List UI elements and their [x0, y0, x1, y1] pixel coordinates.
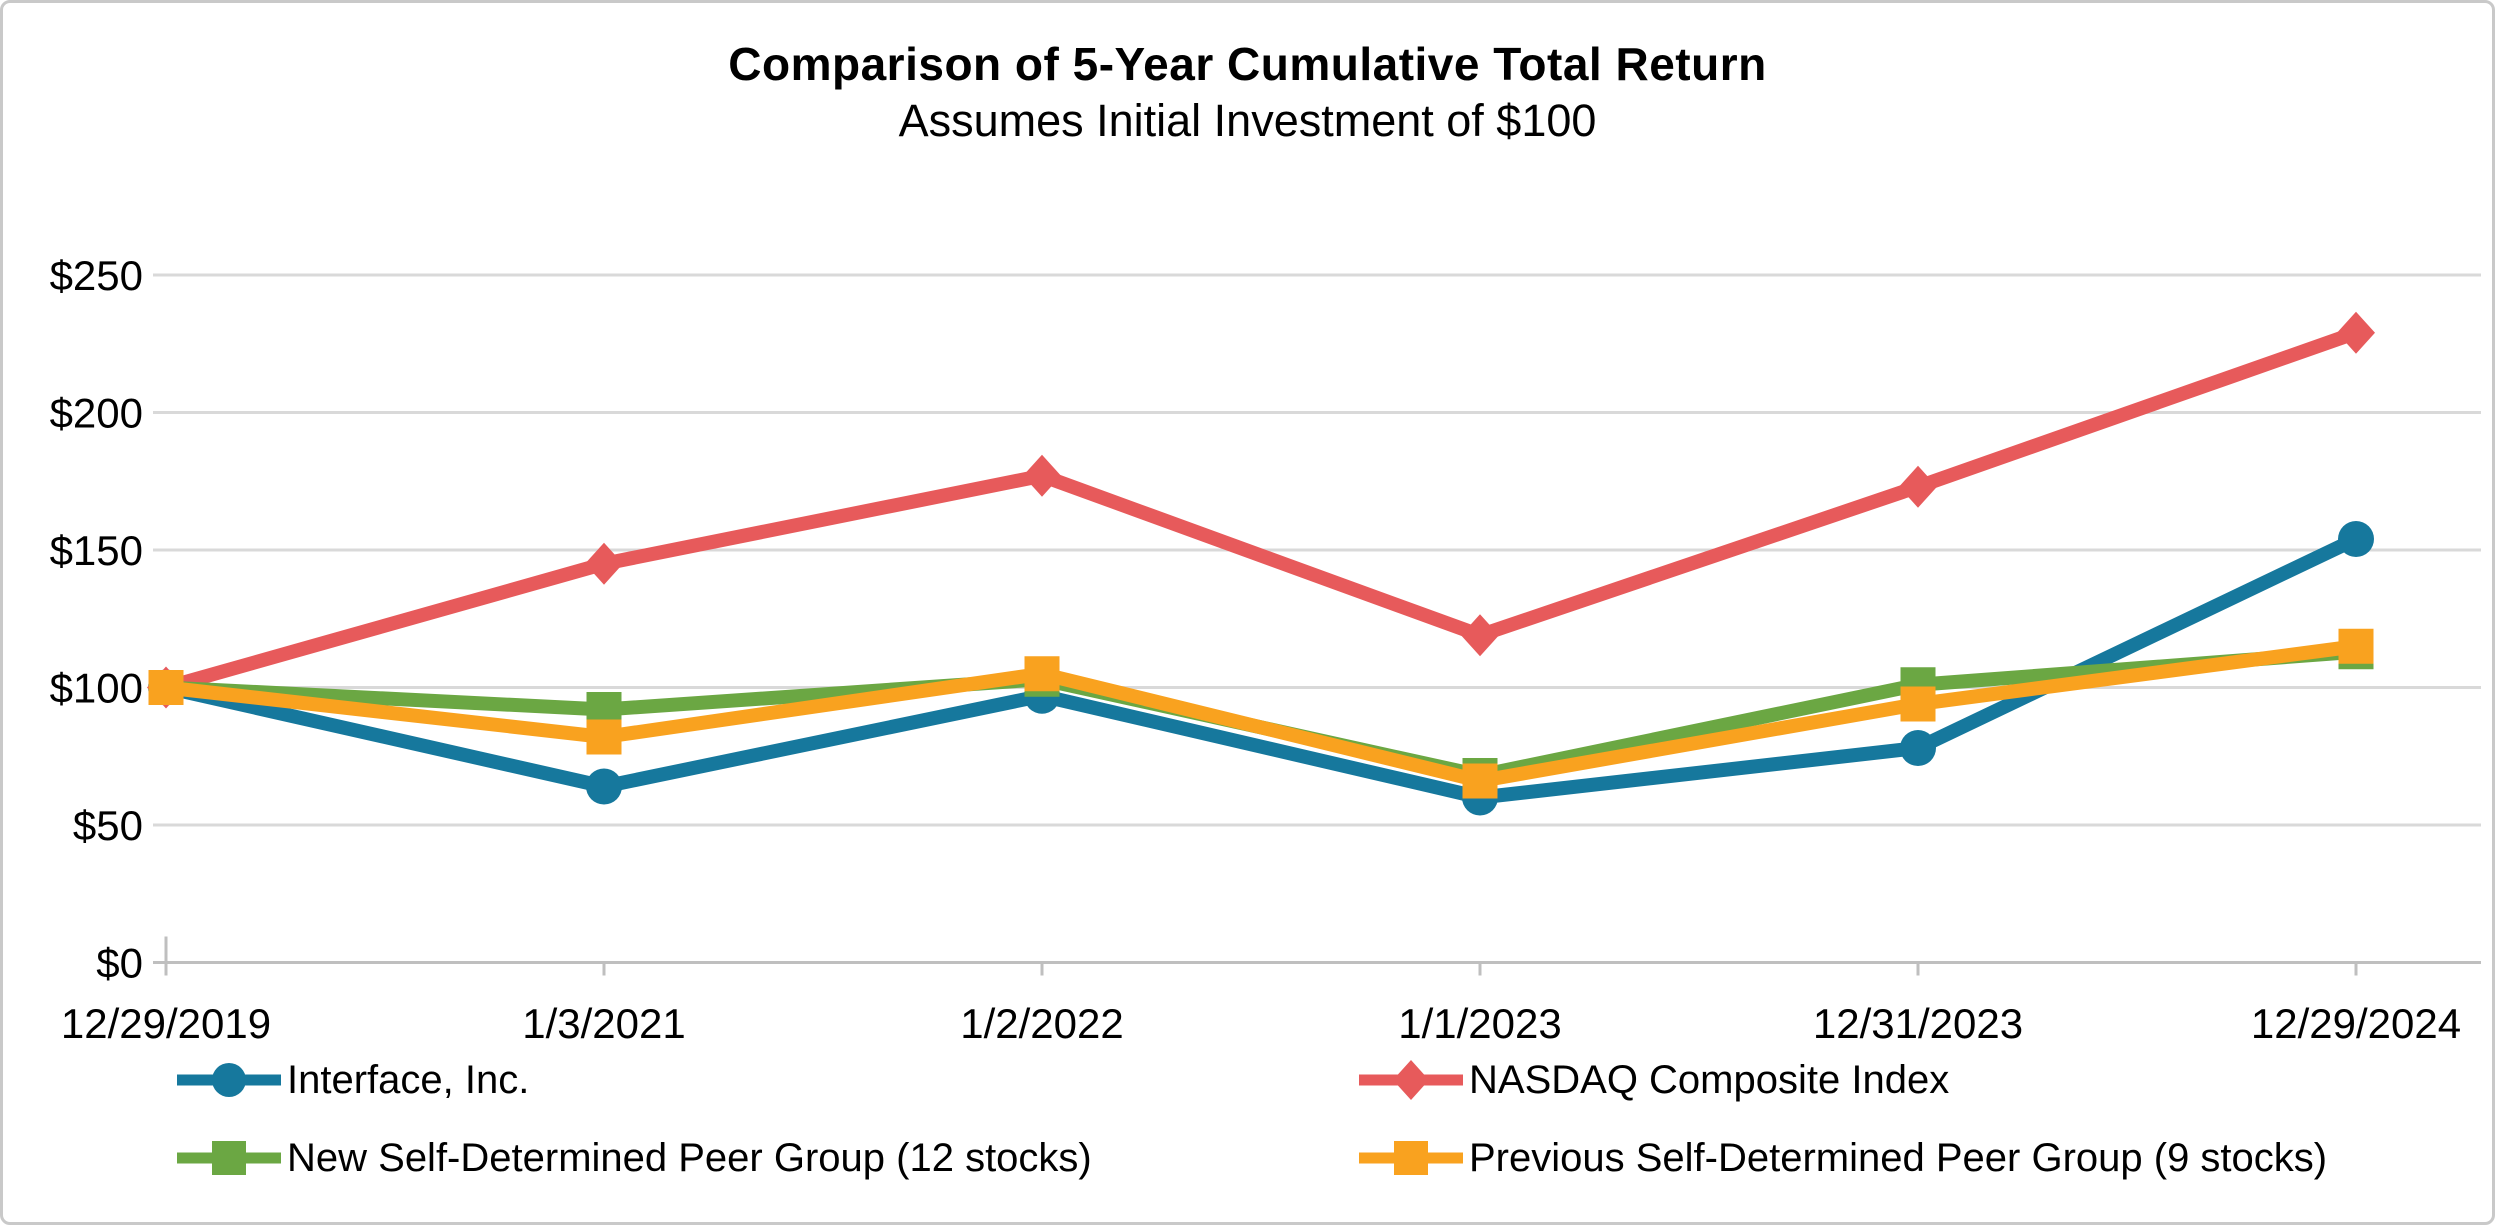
legend-item-nasdaq: NASDAQ Composite Index	[1355, 1056, 1949, 1104]
y-tick-label: $100	[50, 665, 143, 712]
data-point-square	[1024, 656, 1060, 692]
data-point-diamond	[1023, 454, 1061, 497]
performance-line-chart: $0 $50 $100 $150 $200 $250 12/29/2019 1/3/2021 1…	[50, 252, 2481, 1047]
legend-label: Interface, Inc.	[287, 1057, 530, 1102]
series-line-3	[165, 639, 2357, 788]
y-tick-label: $150	[50, 527, 143, 574]
data-point-square	[1462, 763, 1498, 799]
y-tick-label: $200	[50, 390, 143, 437]
legend-label: New Self-Determined Peer Group (12 stock…	[287, 1135, 1092, 1180]
x-tick-label: 1/1/2023	[1398, 1000, 1562, 1047]
chart-subtitle: Assumes Initial Investment of $100	[898, 95, 1597, 146]
square-marker-icon	[1359, 1141, 1463, 1175]
x-tick-label: 12/29/2019	[61, 1000, 271, 1047]
y-tick-label: $250	[50, 252, 143, 299]
data-point-circle	[2338, 521, 2374, 557]
data-point-diamond	[1899, 465, 1937, 508]
y-tick-label: $0	[96, 940, 143, 987]
legend-item-interface: Interface, Inc.	[173, 1056, 529, 1104]
legend-label: NASDAQ Composite Index	[1469, 1057, 1950, 1102]
data-point-diamond	[585, 542, 623, 585]
legend-label: Previous Self-Determined Peer Group (9 s…	[1469, 1135, 2328, 1180]
x-tick-label: 12/31/2023	[1813, 1000, 2023, 1047]
x-tick-label: 1/2/2022	[960, 1000, 1124, 1047]
data-point-circle	[1900, 730, 1936, 766]
data-point-circle	[586, 768, 622, 805]
x-tick-label: 12/29/2024	[2251, 1000, 2461, 1047]
data-point-square	[148, 670, 184, 705]
data-point-diamond	[1461, 614, 1499, 657]
circle-marker-icon	[177, 1063, 281, 1097]
y-tick-label: $50	[73, 802, 143, 849]
data-point-diamond	[2337, 311, 2375, 354]
data-point-square	[2338, 628, 2374, 664]
series-line-1	[164, 326, 2359, 695]
diamond-marker-icon	[1359, 1060, 1463, 1100]
data-point-square	[1900, 686, 1936, 722]
square-marker-icon	[177, 1141, 281, 1175]
data-point-square	[586, 719, 622, 755]
series-line-0	[164, 532, 2360, 805]
legend-item-new-peer-group: New Self-Determined Peer Group (12 stock…	[173, 1134, 1092, 1182]
chart-title: Comparison of 5-Year Cumulative Total Re…	[728, 38, 1767, 90]
legend-item-previous-peer-group: Previous Self-Determined Peer Group (9 s…	[1355, 1134, 2327, 1182]
x-tick-label: 1/3/2021	[522, 1000, 686, 1047]
